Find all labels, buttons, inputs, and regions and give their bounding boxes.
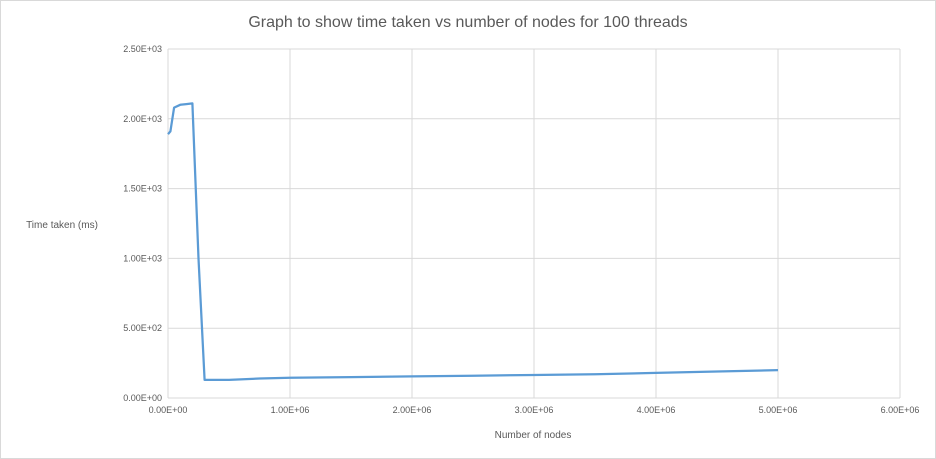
x-axis-ticks: 0.00E+00 1.00E+06 2.00E+06 3.00E+06 4.00E+06… [149, 405, 920, 415]
x-tick-label: 0.00E+00 [149, 405, 188, 415]
y-tick-label: 1.50E+03 [123, 184, 162, 194]
y-axis-title: Time taken (ms) [26, 220, 98, 231]
y-tick-label: 1.00E+03 [123, 253, 162, 263]
x-tick-label: 5.00E+06 [759, 405, 798, 415]
x-tick-label: 4.00E+06 [637, 405, 676, 415]
chart-title: Graph to show time taken vs number of no… [248, 14, 687, 31]
series-line [167, 102, 779, 382]
y-tick-label: 0.00E+00 [123, 393, 162, 403]
series-group [167, 102, 779, 382]
x-tick-label: 6.00E+06 [881, 405, 920, 415]
x-tick-label: 2.00E+06 [393, 405, 432, 415]
x-tick-label: 3.00E+06 [515, 405, 554, 415]
x-axis-title: Number of nodes [495, 430, 572, 441]
y-tick-label: 5.00E+02 [123, 323, 162, 333]
y-tick-label: 2.50E+03 [123, 44, 162, 54]
grid-lines [167, 48, 901, 399]
y-axis-ticks: 0.00E+00 5.00E+02 1.00E+03 1.50E+03 2.00E+03… [123, 44, 162, 403]
y-tick-label: 2.00E+03 [123, 114, 162, 124]
x-tick-label: 1.00E+06 [271, 405, 310, 415]
